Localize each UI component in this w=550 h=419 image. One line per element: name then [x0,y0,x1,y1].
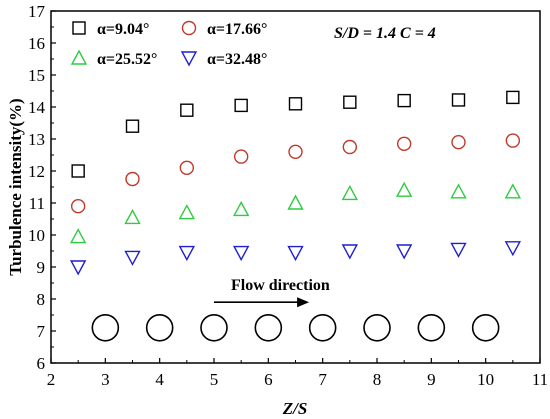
data-point [395,181,413,197]
legend-marker [72,21,86,35]
x-tick-label: 9 [427,370,436,389]
y-tick-label: 16 [28,34,45,53]
data-markers [69,90,522,276]
data-point [450,183,467,199]
data-point [341,184,359,201]
cylinder [254,313,283,342]
data-point [505,133,521,148]
x-tick-label: 6 [264,370,273,389]
data-point [287,194,304,210]
data-point [70,198,86,214]
y-axis-title: Turbulence intensity(%) [6,98,25,275]
data-point [288,144,303,160]
legend-label: α=17.66° [207,21,267,38]
data-point [450,242,467,258]
data-point [234,98,248,113]
data-point [451,134,466,150]
y-tick-label: 7 [37,322,46,341]
flow-arrow [214,297,310,308]
data-point [69,260,87,276]
y-tick-label: 10 [28,226,45,245]
data-point [397,93,411,108]
data-point [125,171,140,187]
data-point [504,241,522,257]
data-point [395,244,413,260]
cylinder [91,313,120,342]
x-tick-label: 10 [477,370,494,389]
cylinder [200,313,228,342]
series-2 [70,133,521,214]
x-axis-title: Z/S [282,399,308,418]
data-point [232,245,250,262]
data-point [343,95,357,109]
data-point [180,103,194,117]
data-point [232,200,250,217]
x-tick-label: 4 [155,370,164,389]
x-tick-label: 5 [210,370,219,389]
data-point [178,245,196,262]
series-4 [69,241,522,276]
axes: 2 3 4 5 6 7 8 9 10 11 6 7 8 9 10 11 12 13 14 15 16 17 [28,2,548,389]
x-tick-label: 11 [532,370,548,389]
cylinder [308,313,337,342]
condition-label: S/D = 1.4 C = 4 [334,25,436,42]
legend-marker [181,20,197,36]
legend: α=9.04° α=17.66° α=25.52° α=32.48° [70,20,267,68]
x-tick-label: 7 [318,370,327,389]
y-tick-label: 8 [37,290,46,309]
data-point [178,204,196,220]
data-point [342,139,358,155]
data-point [288,97,303,111]
cylinder [417,313,446,342]
arrow-head [297,297,310,308]
data-point [233,149,249,164]
series-3 [69,181,522,244]
data-point [124,208,141,225]
data-point [124,250,141,266]
data-point [451,93,466,107]
data-point [506,90,520,105]
legend-marker [70,49,88,65]
x-tick-label: 8 [373,370,382,389]
legend-label: α=32.48° [207,51,267,68]
data-point [396,136,412,152]
x-tick-label: 3 [101,370,110,389]
cylinder [363,313,391,342]
data-point [179,160,195,176]
y-tick-label: 14 [28,98,46,117]
data-point [69,228,87,244]
x-tick-label: 2 [47,370,56,389]
cylinder [145,313,174,342]
legend-label: α=25.52° [97,51,157,68]
y-tick-label: 12 [28,162,45,181]
data-point [125,119,140,133]
legend-label: α=9.04° [97,21,149,38]
series-1 [71,90,520,178]
cylinder-row [91,313,500,342]
data-point [504,183,522,199]
data-point [71,164,85,178]
y-tick-label: 15 [28,66,45,85]
y-tick-label: 6 [37,354,46,373]
data-point [341,244,359,260]
data-point [287,245,304,262]
y-tick-label: 17 [28,2,46,21]
legend-marker [180,51,198,67]
y-tick-label: 9 [37,258,46,277]
y-tick-label: 11 [29,194,45,213]
cylinder [471,313,500,342]
y-tick-label: 13 [28,130,45,149]
flow-direction-label: Flow direction [231,277,330,294]
